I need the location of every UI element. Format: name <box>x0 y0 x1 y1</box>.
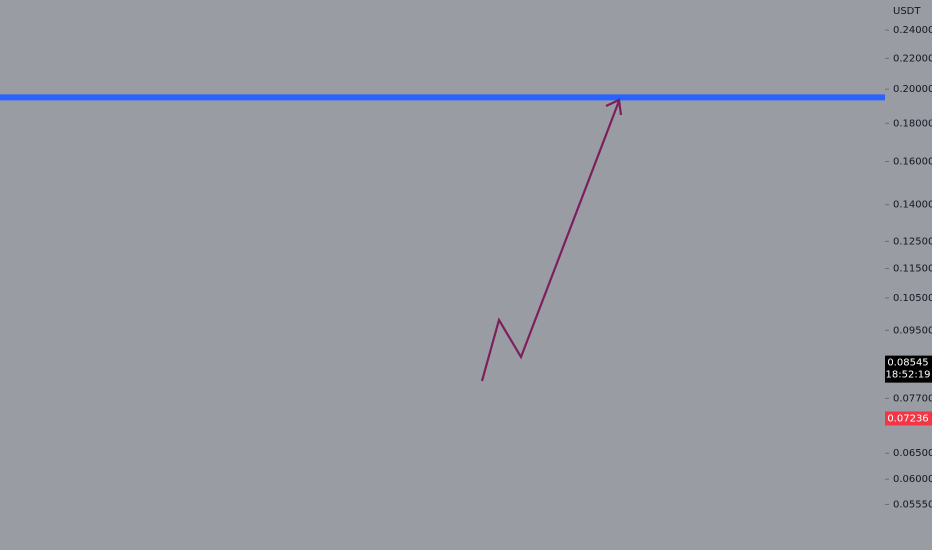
last-price-box <box>885 355 932 383</box>
y-tick-label: 0.20000 <box>893 84 932 95</box>
y-tick-label: 0.06500 <box>893 448 932 459</box>
last-price-label: 0.08545 <box>887 358 928 369</box>
y-tick-label: 0.05550 <box>893 499 932 510</box>
projection-arrow <box>480 100 621 382</box>
y-tick-label: 0.07700 <box>893 393 932 404</box>
support-price-label: 0.07236 <box>887 413 928 424</box>
y-tick-label: 0.10500 <box>893 293 932 304</box>
y-tick-label: 0.06000 <box>893 474 932 485</box>
y-tick-label: 0.14000 <box>893 200 932 211</box>
y-tick-label: 0.18000 <box>893 118 932 129</box>
countdown-label: 18:52:19 <box>886 370 931 381</box>
y-tick-label: 0.12500 <box>893 236 932 247</box>
y-tick-label: 0.22000 <box>893 53 932 64</box>
arrow-head <box>605 98 623 116</box>
support-price-box <box>885 411 932 426</box>
y-tick-label: 0.11500 <box>893 263 932 274</box>
unit-label: USDT <box>893 6 921 17</box>
y-tick-label: 0.09500 <box>893 325 932 336</box>
y-tick-label: 0.16000 <box>893 156 932 167</box>
y-tick-label: 0.24000 <box>893 25 932 36</box>
plot-area <box>0 94 932 420</box>
